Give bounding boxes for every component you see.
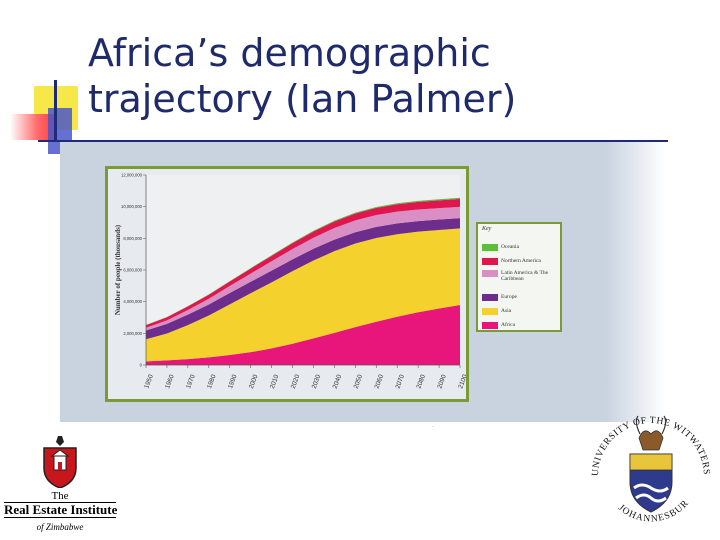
logo-the: The xyxy=(51,490,69,502)
legend-item: Europe xyxy=(482,294,560,301)
x-tick-label: 2010 xyxy=(269,373,281,389)
legend-label: Europe xyxy=(501,294,517,300)
legend-item: Africa xyxy=(482,322,560,329)
slide-title-line2: trajectory (Ian Palmer) xyxy=(88,77,517,121)
x-tick-label: 1990 xyxy=(227,373,239,389)
legend-label: Asia xyxy=(501,308,512,314)
y-tick-label: 6,000,000 xyxy=(123,268,142,273)
x-tick-label: 2070 xyxy=(395,373,407,389)
x-tick-label: 1980 xyxy=(206,373,218,389)
accent-vertical-line xyxy=(54,80,57,142)
legend-swatch xyxy=(482,294,498,301)
y-tick-label: 2,000,000 xyxy=(123,331,142,336)
legend-swatch xyxy=(482,270,498,277)
x-tick-label: 1970 xyxy=(185,373,197,389)
logo-name: Real Estate Institute xyxy=(4,502,118,518)
x-tick-label: 2100 xyxy=(457,373,466,389)
area-series-africa xyxy=(146,304,460,365)
chart-legend: Key Oceania Northern America Latin America… xyxy=(476,222,562,332)
chart-frame: 0 2,000,000 4,000,000 6,000,000 8,000,000 10,… xyxy=(105,166,469,402)
logo-country: of Zimbabwe xyxy=(36,522,84,532)
area-series-northern-america xyxy=(146,198,460,328)
crest-icon xyxy=(43,436,77,488)
x-tick-label: 2090 xyxy=(436,373,448,389)
x-tick-label: 2040 xyxy=(332,373,344,389)
rei-zimbabwe-logo: The Real Estate Institute of Zimbabwe xyxy=(4,430,118,540)
y-tick-label: 12,000,000 xyxy=(121,173,143,178)
figure-fade xyxy=(606,142,666,422)
y-tick-label: 4,000,000 xyxy=(123,299,142,304)
footnote-mark: · xyxy=(432,424,434,430)
legend-item: Oceania xyxy=(482,244,560,251)
legend-swatch xyxy=(482,308,498,315)
x-tick-label: 2080 xyxy=(415,373,427,389)
legend-swatch xyxy=(482,258,498,265)
x-tick-label: 2060 xyxy=(374,373,386,389)
x-tick-label: 1950 xyxy=(143,373,155,389)
x-tick-label: 2020 xyxy=(290,373,302,389)
area-series-asia xyxy=(146,228,460,362)
y-tick-label: 8,000,000 xyxy=(123,236,142,241)
stacked-area-chart: 0 2,000,000 4,000,000 6,000,000 8,000,000 10,… xyxy=(114,173,466,390)
legend-item: Latin America & The Caribbean xyxy=(482,270,560,282)
slide-title: Africa’s demographic trajectory (Ian Pal… xyxy=(88,30,688,122)
legend-label: Africa xyxy=(501,322,516,328)
y-tick-label: 10,000,000 xyxy=(121,204,143,209)
slide-title-line1: Africa’s demographic xyxy=(88,31,491,75)
wits-university-logo: UNIVERSITY OF THE WITWATERSRAND JOHANNES… xyxy=(584,404,710,525)
x-tick-label: 2030 xyxy=(311,373,323,389)
x-tick-label: 2000 xyxy=(248,373,260,389)
legend-label: Oceania xyxy=(501,244,520,250)
x-tick-label: 1960 xyxy=(164,373,176,389)
y-axis-label: Number of people (thousands) xyxy=(114,224,122,315)
legend-swatch xyxy=(482,322,498,329)
legend-title: Key xyxy=(482,226,492,232)
wits-shield-icon xyxy=(629,415,673,513)
x-tick-label: 2050 xyxy=(353,373,365,389)
legend-item: Asia xyxy=(482,308,560,315)
title-underline xyxy=(38,140,668,142)
legend-label: Latin America & The Caribbean xyxy=(501,270,549,282)
y-tick-label: 0 xyxy=(140,363,143,368)
area-series-europe xyxy=(146,218,460,340)
legend-label: Northern America xyxy=(501,258,541,264)
area-series-latin-america-the-caribbean xyxy=(146,206,460,331)
legend-swatch xyxy=(482,244,498,251)
legend-item: Northern America xyxy=(482,258,560,265)
